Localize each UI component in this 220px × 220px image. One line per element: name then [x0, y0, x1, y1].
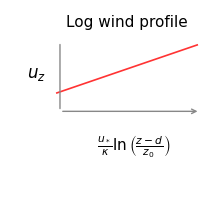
Title: Log wind profile: Log wind profile: [66, 15, 188, 30]
Text: $u_z$: $u_z$: [27, 65, 46, 83]
Text: $\frac{u_*}{\kappa}\ln\left(\frac{z-d}{z_0}\right)$: $\frac{u_*}{\kappa}\ln\left(\frac{z-d}{z…: [97, 133, 170, 159]
